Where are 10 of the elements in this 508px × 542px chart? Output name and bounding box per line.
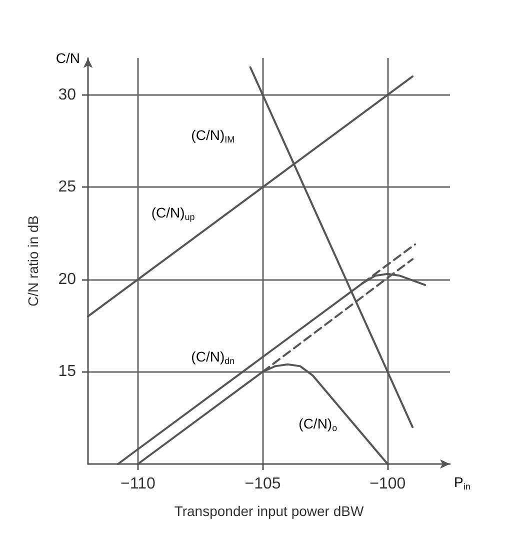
x-tick-label: −100	[370, 476, 406, 492]
text: C/N	[56, 50, 80, 66]
y-axis-title: C/N ratio in dB	[25, 215, 41, 307]
y-tick-label: 30	[58, 86, 76, 104]
x-axis-title: Transponder input power dBW	[174, 503, 364, 519]
y-tick-label: 20	[58, 270, 76, 288]
x-tick-label: −110	[120, 476, 156, 492]
y-tick-label: 25	[58, 178, 76, 196]
y-tick-label: 15	[58, 363, 76, 380]
x-tick-label: −105	[244, 476, 281, 492]
